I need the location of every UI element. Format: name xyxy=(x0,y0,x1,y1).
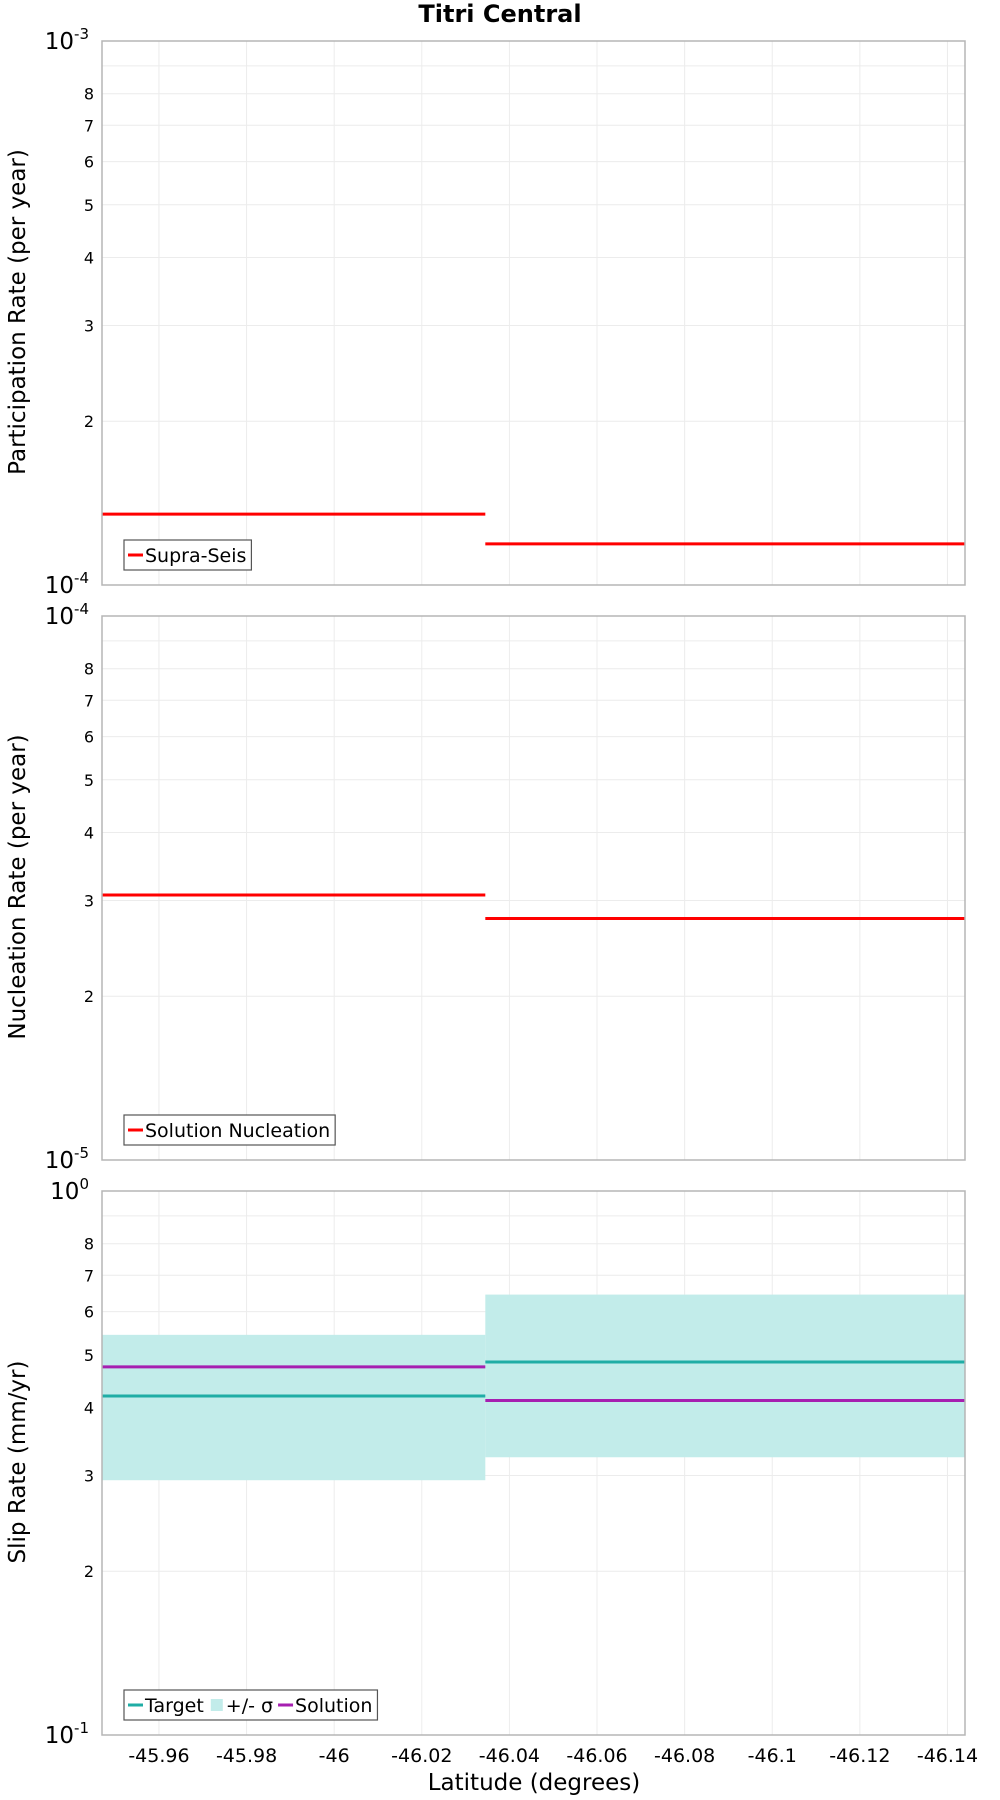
y-tick-label: 2 xyxy=(84,1562,94,1581)
y-tick-label: 5 xyxy=(84,771,94,790)
legend-box xyxy=(123,1689,379,1721)
y-decade-label: 100 xyxy=(50,1175,89,1205)
x-tick-label: -46.02 xyxy=(391,1745,452,1767)
legend-label: Target xyxy=(144,1695,204,1717)
legend-item: Supra-Seis xyxy=(128,545,246,567)
x-tick-label: -46.14 xyxy=(917,1745,978,1767)
y-axis-label: Participation Rate (per year) xyxy=(5,149,31,475)
plot-frame xyxy=(101,1190,966,1736)
y-tick-label: 4 xyxy=(84,1398,94,1417)
y-tick-label: 8 xyxy=(84,1235,94,1254)
panel-2: 8 7 6 5 4 3 2 10-4 10-5 Nucleation Rate (per year… xyxy=(5,600,966,1174)
legend-item: Target xyxy=(128,1695,204,1717)
y-tick-label: 5 xyxy=(84,1346,94,1365)
y-tick-label: 4 xyxy=(84,248,94,267)
y-tick-label: 6 xyxy=(84,728,94,747)
y-tick-label: 8 xyxy=(84,85,94,104)
y-decade-label: 10-5 xyxy=(45,1144,89,1174)
sigma-band xyxy=(102,1334,486,1481)
plot-frame xyxy=(101,615,966,1161)
legend-item: Solution Nucleation xyxy=(128,1120,330,1142)
legend: Target +/- σ Solution xyxy=(123,1689,379,1721)
panel-1: 8 7 6 5 4 3 2 10-3 10-4 Participation Rate (per y… xyxy=(5,25,966,599)
y-tick-label: 7 xyxy=(84,691,94,710)
y-decade-label: 10-4 xyxy=(45,569,89,599)
legend-box xyxy=(123,1114,336,1146)
x-tick-label: -46.08 xyxy=(654,1745,715,1767)
y-tick-label: 8 xyxy=(84,660,94,679)
plot-frame xyxy=(101,40,966,586)
legend-label: +/- σ xyxy=(226,1695,273,1717)
y-decade-label: 10-1 xyxy=(45,1719,89,1749)
y-decade-label: 10-4 xyxy=(45,600,89,630)
y-tick-label: 3 xyxy=(84,316,94,335)
legend-box xyxy=(123,539,253,571)
x-tick-label: -46 xyxy=(319,1745,350,1767)
x-tick-label: -45.96 xyxy=(128,1745,189,1767)
x-tick-label: -45.98 xyxy=(216,1745,277,1767)
chart-panels: 8 7 6 5 4 3 2 10-3 10-4 Participation Rate (per y… xyxy=(5,25,978,1767)
y-tick-label: 2 xyxy=(84,987,94,1006)
panel-3: 8 7 6 5 4 3 2 100 10-1 Slip Rate (mm/yr) Target +/-… xyxy=(5,1175,978,1767)
y-axis-label: Nucleation Rate (per year) xyxy=(5,734,31,1039)
x-tick-label: -46.06 xyxy=(566,1745,627,1767)
y-tick-label: 7 xyxy=(84,116,94,135)
y-tick-label: 2 xyxy=(84,412,94,431)
x-tick-label: -46.1 xyxy=(748,1745,797,1767)
y-tick-label: 6 xyxy=(84,153,94,172)
legend-item: +/- σ xyxy=(210,1695,273,1717)
chart-title: Titri Central xyxy=(418,0,581,28)
y-tick-label: 6 xyxy=(84,1303,94,1322)
sigma-band xyxy=(485,1294,965,1458)
legend-label: Supra-Seis xyxy=(145,545,246,567)
legend-swatch xyxy=(210,1699,223,1711)
y-tick-label: 5 xyxy=(84,196,94,215)
y-tick-label: 3 xyxy=(84,891,94,910)
x-axis-label: Latitude (degrees) xyxy=(428,1770,641,1796)
y-tick-label: 7 xyxy=(84,1266,94,1285)
y-tick-label: 4 xyxy=(84,823,94,842)
y-decade-label: 10-3 xyxy=(45,25,89,55)
legend-item: Solution xyxy=(278,1695,372,1717)
y-axis-label: Slip Rate (mm/yr) xyxy=(5,1361,31,1564)
legend-label: Solution Nucleation xyxy=(145,1120,330,1142)
x-tick-label: -46.12 xyxy=(829,1745,890,1767)
legend-label: Solution xyxy=(295,1695,372,1717)
legend: Supra-Seis xyxy=(123,539,253,571)
x-tick-label: -46.04 xyxy=(479,1745,540,1767)
y-tick-label: 3 xyxy=(84,1466,94,1485)
legend: Solution Nucleation xyxy=(123,1114,336,1146)
